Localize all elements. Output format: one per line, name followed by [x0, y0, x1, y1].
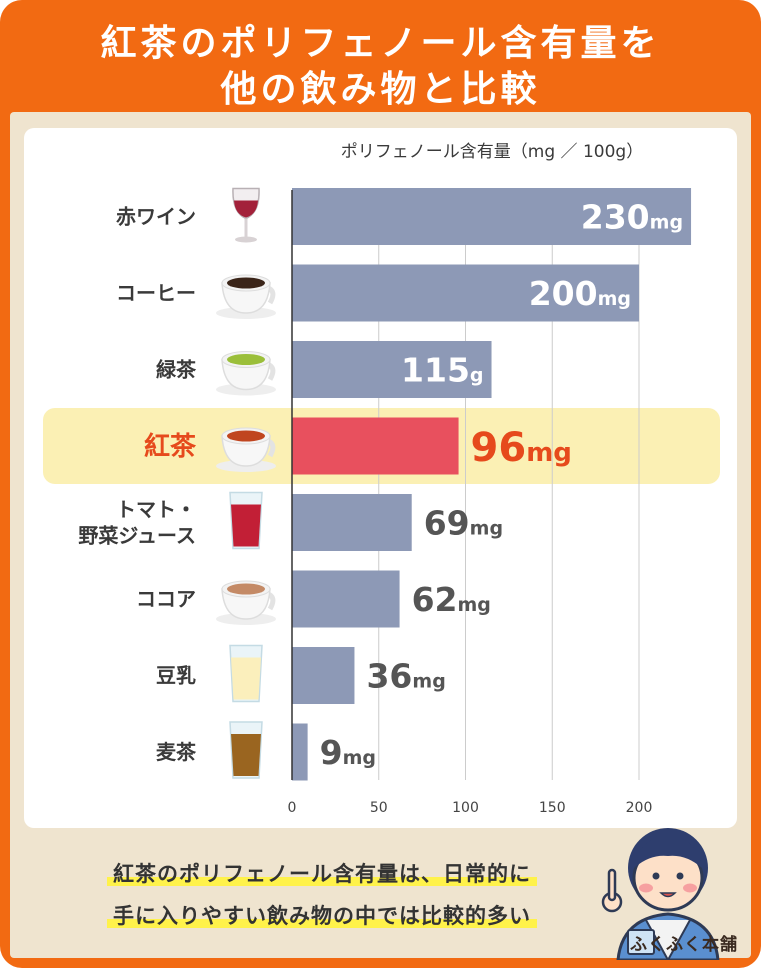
category-label: トマト・野菜ジュース: [78, 498, 196, 548]
value-unit: g: [470, 365, 484, 387]
green-tea-cup-icon: [216, 351, 276, 396]
icon-shape: [221, 282, 271, 314]
icon-shape: [227, 354, 265, 365]
x-tick-label: 100: [452, 800, 479, 816]
icon-shape: [244, 218, 248, 239]
soy-milk-glass-icon: [229, 644, 263, 703]
x-tick-label: 200: [626, 800, 653, 816]
mascot-illustration: [601, 828, 720, 960]
icon-shape: [227, 430, 265, 442]
value-number: 96: [471, 425, 527, 471]
conclusion-line-1: 紅茶のポリフェノール含有量は、日常的に: [52, 858, 592, 888]
conclusion-text-1: 紅茶のポリフェノール含有量は、日常的に: [107, 862, 537, 886]
icon-shape: [221, 358, 271, 391]
brand-logo: ふくふく本舗: [630, 935, 738, 955]
value-unit: mg: [343, 747, 376, 769]
value-label: 200mg: [529, 274, 631, 313]
x-tick-label: 50: [370, 800, 388, 816]
category-label: 緑茶: [156, 358, 197, 382]
value-label: 115g: [401, 351, 484, 390]
category-label: ココア: [136, 587, 196, 611]
category-label: コーヒー: [116, 281, 196, 305]
highlight-bar: [292, 417, 459, 475]
value-label: 230mg: [581, 198, 683, 237]
icon-shape: [227, 583, 265, 595]
value-number: 62: [412, 580, 458, 619]
x-tick-label: 150: [539, 800, 566, 816]
title-line-1: 紅茶のポリフェノール含有量を: [100, 23, 661, 64]
conclusion-line-2: 手に入りやすい飲み物の中では比較的多い: [52, 900, 592, 930]
icon-shape: [231, 504, 261, 547]
icon-shape: [221, 435, 271, 467]
barley-tea-glass-icon: [229, 721, 263, 779]
icon-shape: [234, 200, 258, 218]
category-label: 麦茶: [156, 740, 197, 764]
value-label: 36mg: [366, 657, 445, 696]
category-label: 赤ワイン: [116, 205, 196, 229]
bar: [292, 264, 639, 322]
value-unit: mg: [650, 212, 683, 234]
bar: [292, 723, 308, 781]
bar: [292, 570, 400, 628]
category-label: 紅茶: [144, 432, 197, 462]
x-tick-label: 0: [288, 800, 297, 816]
bar: [292, 494, 412, 551]
tomato-juice-glass-icon: [229, 491, 263, 550]
icon-shape: [231, 657, 261, 700]
value-number: 115: [401, 351, 470, 390]
value-number: 200: [529, 274, 598, 313]
value-unit: mg: [470, 518, 503, 540]
value-number: 230: [581, 198, 650, 237]
value-unit: mg: [598, 288, 631, 310]
bar: [292, 188, 692, 245]
value-number: 69: [424, 504, 470, 543]
chart-title: ポリフェノール含有量（mg ／ 100g）: [341, 142, 643, 162]
value-unit: mg: [458, 594, 491, 616]
value-unit: mg: [526, 438, 572, 468]
icon-shape: [231, 734, 261, 776]
header: 紅茶のポリフェノール含有量を 他の飲み物と比較: [0, 0, 761, 112]
value-label: 69mg: [424, 504, 503, 543]
value-number: 9: [320, 733, 343, 772]
black-tea-cup-icon: [216, 427, 276, 472]
value-unit: mg: [412, 671, 445, 693]
title-line-2: 他の飲み物と比較: [220, 69, 541, 110]
category-label: 豆乳: [156, 664, 196, 688]
icon-shape: [235, 236, 257, 243]
icon-shape: [221, 588, 271, 620]
conclusion-text-2: 手に入りやすい飲み物の中では比較的多い: [107, 904, 537, 928]
bar: [292, 647, 355, 704]
bar: [292, 341, 492, 398]
red-wine-glass-icon: [232, 187, 260, 243]
cocoa-cup-icon: [216, 580, 276, 625]
coffee-cup-icon: [216, 274, 276, 319]
category-label-line: 野菜ジュース: [78, 524, 196, 548]
value-label: 62mg: [412, 580, 491, 619]
value-label: 9mg: [320, 733, 376, 772]
highlight-value-label: 96mg: [471, 425, 572, 471]
category-label-line: トマト・: [116, 498, 196, 522]
icon-shape: [227, 277, 265, 289]
value-number: 36: [366, 657, 412, 696]
